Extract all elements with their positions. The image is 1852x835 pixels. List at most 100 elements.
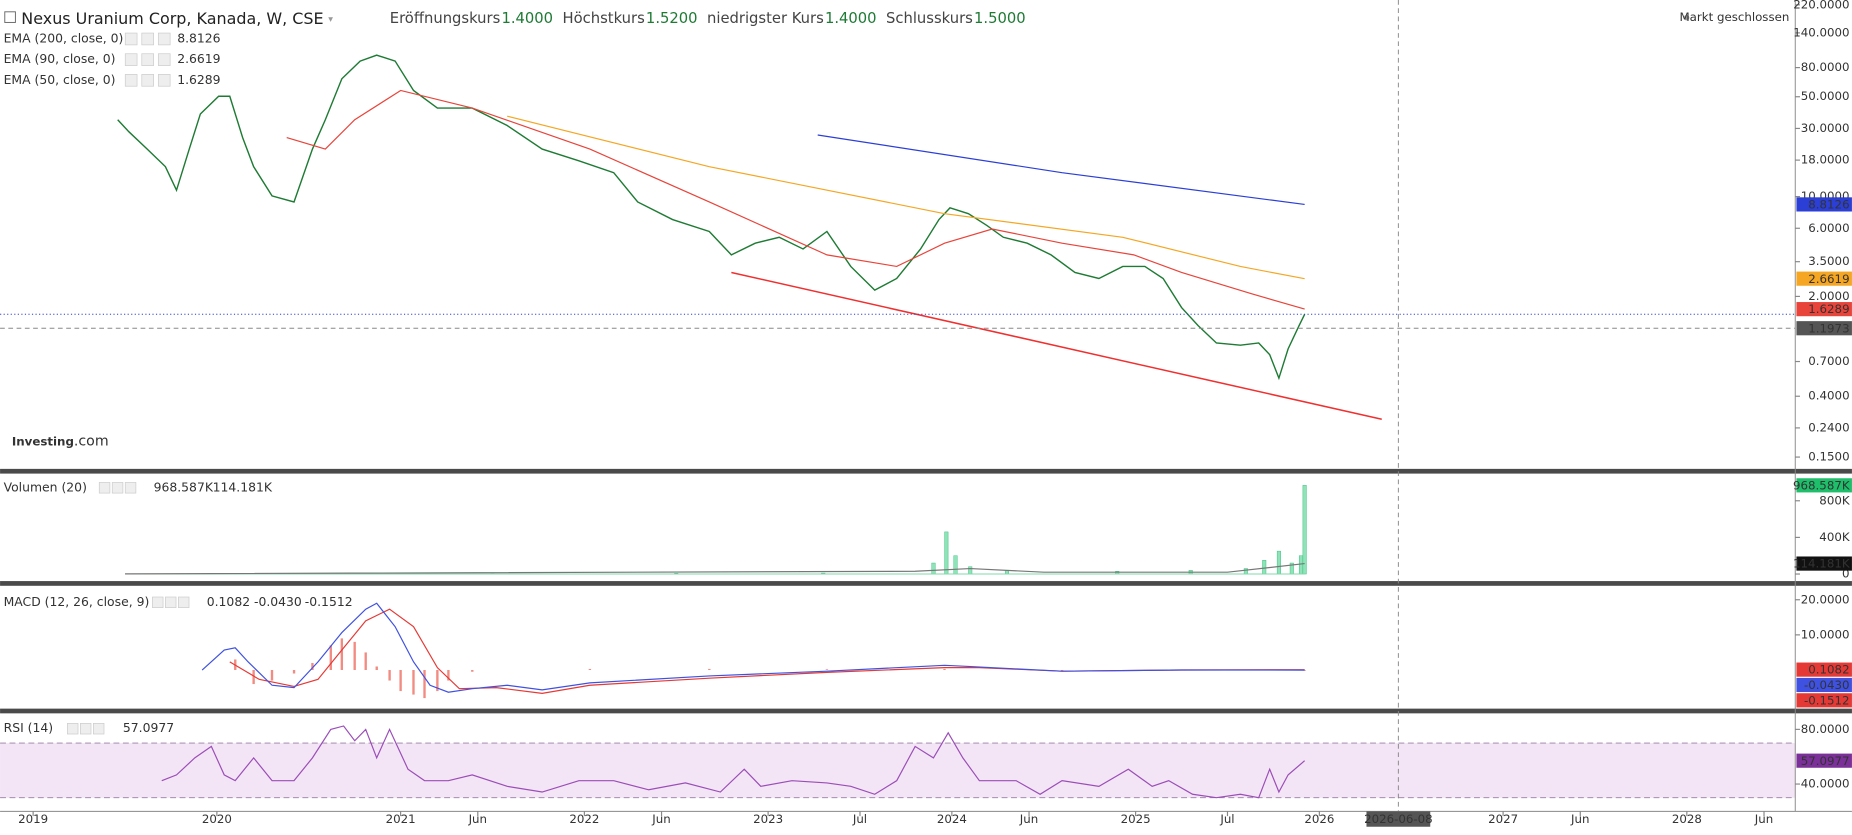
y-tick-label: 30.0000 bbox=[1801, 121, 1850, 135]
macd-histogram-bar bbox=[436, 669, 439, 692]
y-tick-label: 40.0000 bbox=[1801, 777, 1850, 791]
x-tick-label: 2020 bbox=[202, 812, 232, 826]
y-tick-label: 18.0000 bbox=[1801, 153, 1850, 167]
y-tick-label: 50.0000 bbox=[1801, 89, 1850, 103]
y-tick-label: 400K bbox=[1819, 530, 1850, 544]
volume-bar bbox=[931, 562, 936, 575]
x-tick-label: Jun bbox=[651, 812, 670, 826]
macd-badge-bg bbox=[1796, 662, 1852, 677]
volume-bar bbox=[1243, 568, 1248, 575]
indicator-line bbox=[286, 89, 1305, 310]
ohlc-label: niedrigster Kurs bbox=[707, 10, 824, 27]
legend-name: EMA (200, close, 0) bbox=[4, 30, 124, 45]
ohlc-label: Schlusskurs bbox=[886, 10, 973, 27]
macd-histogram-bar bbox=[340, 638, 344, 670]
legend-icon bbox=[165, 596, 177, 609]
volume-average-line bbox=[125, 563, 1305, 575]
crosshair-price-badge-bg bbox=[1796, 321, 1852, 336]
chart-header: Nexus Uranium Corp, Kanada, W, CSE ▾ Eröff… bbox=[21, 8, 1025, 27]
volume-badge-bg bbox=[1796, 478, 1852, 493]
x-tick-label: 2024 bbox=[937, 812, 967, 826]
rsi-badge-bg bbox=[1796, 753, 1852, 768]
rsi-band-bg bbox=[0, 743, 1796, 798]
x-tick-label: Jul bbox=[1219, 812, 1234, 826]
price-axis-badge: 8.8126 bbox=[1808, 198, 1849, 212]
ohlc-label: Höchstkurs bbox=[563, 10, 645, 27]
macd-histogram-bar bbox=[399, 669, 402, 692]
macd-histogram-bar bbox=[1060, 669, 1064, 671]
x-tick-label: 2019 bbox=[18, 812, 48, 826]
macd-badge: -0.0430 bbox=[1804, 678, 1850, 692]
status-dot bbox=[1683, 14, 1690, 21]
price-line bbox=[117, 54, 1306, 381]
macd-histogram-bar bbox=[588, 668, 592, 670]
indicator-line bbox=[161, 725, 1306, 799]
volume-average-badge-bg bbox=[1796, 556, 1852, 571]
legend-icon bbox=[141, 53, 154, 66]
volume-bar bbox=[944, 531, 949, 575]
volume-bar bbox=[953, 555, 958, 575]
legend-icon bbox=[141, 74, 154, 87]
macd-histogram-bar bbox=[311, 662, 314, 670]
x-tick-label: 2022 bbox=[569, 812, 599, 826]
y-tick-label: 140.0000 bbox=[1793, 25, 1849, 39]
macd-histogram-bar bbox=[447, 669, 450, 681]
legend-icon bbox=[157, 53, 171, 66]
crosshair-price-badge: 1.1973 bbox=[1808, 321, 1849, 335]
panel-name: Volumen (20) bbox=[4, 479, 87, 494]
y-tick-label: 10.0000 bbox=[1801, 627, 1850, 641]
y-tick-label: 220.0000 bbox=[1793, 0, 1849, 11]
legend-value: 2.6619 bbox=[177, 51, 220, 66]
legend-value: 114.181K bbox=[213, 479, 273, 494]
legend-icon bbox=[124, 482, 137, 494]
y-tick-label: 0.7000 bbox=[1808, 354, 1849, 368]
panel-name: MACD (12, 26, close, 9) bbox=[4, 594, 150, 609]
crosshair-date: 2026-06-08 bbox=[1364, 812, 1433, 826]
indicator-line bbox=[201, 602, 1305, 693]
crosshair-date-bg bbox=[1366, 811, 1431, 827]
legend-value: 0.1082 bbox=[207, 594, 250, 609]
indicator-line bbox=[817, 134, 1305, 206]
y-tick-label: 2.0000 bbox=[1808, 289, 1849, 303]
legend-value: 57.0977 bbox=[123, 720, 174, 735]
x-tick-label: 2025 bbox=[1121, 812, 1151, 826]
volume-bar bbox=[1262, 560, 1267, 575]
macd-badge-bg bbox=[1796, 677, 1852, 693]
y-tick-label: 80.0000 bbox=[1801, 722, 1850, 736]
legend-icon bbox=[124, 32, 138, 46]
macd-histogram-bar bbox=[270, 669, 274, 681]
macd-histogram-bar bbox=[1303, 669, 1306, 671]
x-tick-label: Jul bbox=[852, 812, 867, 826]
logo-name: Investing bbox=[12, 434, 74, 448]
price-axis-badge: 1.6289 bbox=[1808, 302, 1849, 316]
logo: Investing.com bbox=[12, 434, 109, 450]
y-tick-label: 0 bbox=[1842, 567, 1850, 581]
x-tick-label: 2028 bbox=[1672, 812, 1702, 826]
macd-histogram-bar bbox=[412, 669, 415, 695]
panel-name: RSI (14) bbox=[4, 720, 54, 735]
y-tick-label: 0.1500 bbox=[1808, 450, 1849, 464]
y-tick-label: 800K bbox=[1819, 493, 1850, 507]
panel-separator bbox=[0, 581, 1852, 586]
macd-histogram-bar bbox=[252, 669, 255, 685]
ohlc-label: Eröffnungskurs bbox=[390, 10, 501, 27]
macd-badge: 0.1082 bbox=[1808, 663, 1849, 677]
trend-line bbox=[731, 271, 1382, 421]
x-tick-label: Jun bbox=[1019, 812, 1038, 826]
macd-histogram-bar bbox=[471, 669, 474, 672]
ohlc-value: 1.4000 bbox=[825, 10, 877, 27]
x-tick-label: 2026 bbox=[1304, 812, 1334, 826]
legend-icon bbox=[178, 596, 190, 609]
volume-badge: 968.587K bbox=[1793, 478, 1850, 492]
volume-bar bbox=[968, 566, 973, 575]
price-axis-badge-bg bbox=[1796, 197, 1852, 212]
macd-histogram-bar bbox=[708, 668, 711, 670]
x-tick-label: Jun bbox=[1754, 812, 1773, 826]
legend-value: 968.587K bbox=[154, 479, 214, 494]
legend-value: -0.1512 bbox=[305, 594, 353, 609]
legend-value: 8.8126 bbox=[177, 30, 220, 45]
ohlc-value: 1.5000 bbox=[974, 10, 1026, 27]
macd-histogram-bar bbox=[329, 645, 332, 670]
macd-histogram-bar bbox=[364, 652, 367, 670]
macd-histogram-bar bbox=[943, 668, 946, 670]
